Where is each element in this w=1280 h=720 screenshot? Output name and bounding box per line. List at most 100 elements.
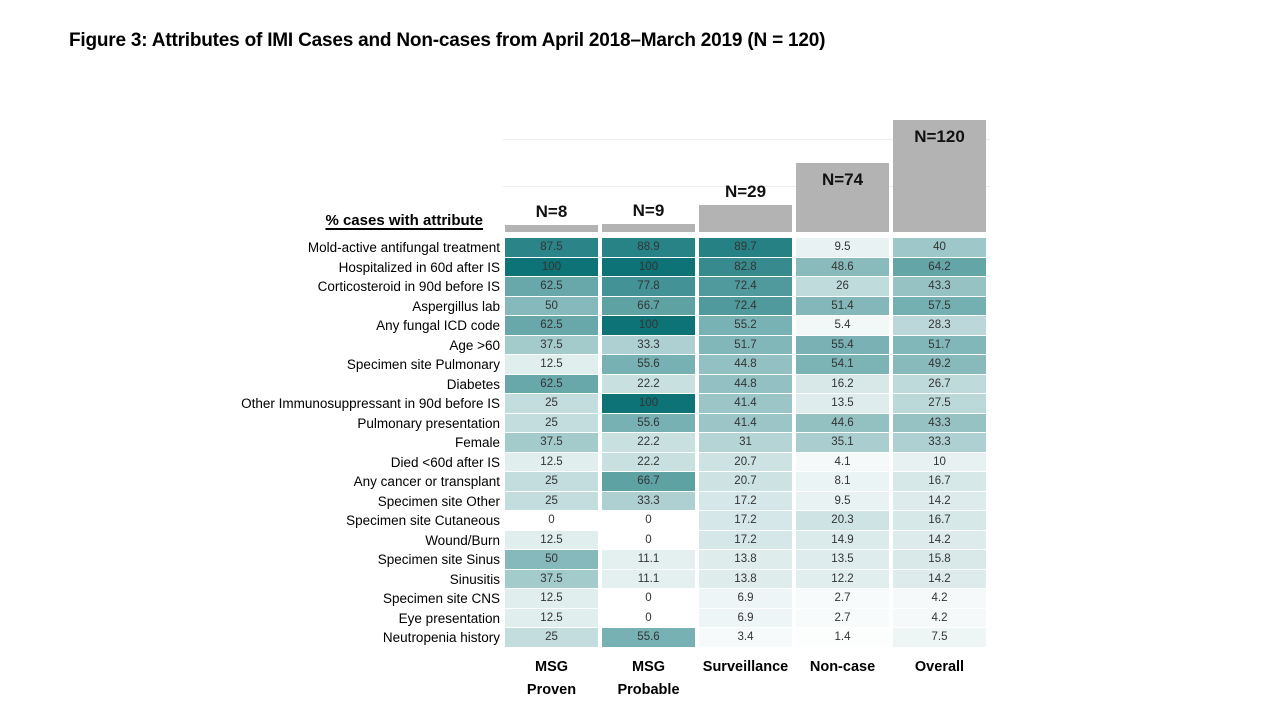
row-label: Died <60d after IS <box>390 454 500 470</box>
row-label: Female <box>454 435 500 450</box>
heatmap-cell: 17.2 <box>699 530 792 549</box>
heatmap-cell: 66.7 <box>602 296 695 315</box>
row-label: Specimen site Other <box>377 493 500 509</box>
row-label: Neutropenia history <box>382 630 500 645</box>
heatmap-cell: 12.5 <box>505 608 598 627</box>
heatmap-cell: 66.7 <box>602 472 695 491</box>
heatmap-cell: 51.4 <box>796 296 889 315</box>
heatmap-cell: 25 <box>505 472 598 491</box>
row-axis-header: % cases with attribute <box>325 212 483 229</box>
footer-label-line: Proven <box>526 682 577 698</box>
heatmap-cell: 33.3 <box>602 491 695 510</box>
heatmap-cell: 16.2 <box>796 374 889 393</box>
heatmap-cell: 44.6 <box>796 413 889 432</box>
heatmap-cell: 13.8 <box>699 569 792 588</box>
column-n-label: N=9 <box>632 200 665 220</box>
grid-line <box>503 185 990 187</box>
heatmap-cell: 0 <box>602 530 695 549</box>
heatmap-cell: 26 <box>796 277 889 296</box>
heatmap-cell: 33.3 <box>893 433 986 452</box>
heatmap-cell: 13.5 <box>796 550 889 569</box>
heatmap-cell: 62.5 <box>505 316 598 335</box>
heatmap-cell: 14.2 <box>893 569 986 588</box>
row-label: Eye presentation <box>398 610 500 626</box>
heatmap-cell: 57.5 <box>893 296 986 315</box>
heatmap-cell: 50 <box>505 550 598 569</box>
heatmap-cell: 43.3 <box>893 277 986 296</box>
heatmap-cell: 4.2 <box>893 608 986 627</box>
footer-label-line: MSG <box>534 659 569 675</box>
column-size-bar <box>893 120 986 232</box>
heatmap-cell: 55.2 <box>699 316 792 335</box>
row-label: Specimen site Sinus <box>377 552 500 567</box>
row-label: Mold-active antifungal treatment <box>307 240 500 255</box>
heatmap-cell: 35.1 <box>796 433 889 452</box>
heatmap-cell: 89.7 <box>699 238 792 257</box>
heatmap-cell: 62.5 <box>505 277 598 296</box>
heatmap-cell: 55.6 <box>602 628 695 647</box>
heatmap-cell: 43.3 <box>893 413 986 432</box>
heatmap-cell: 2.7 <box>796 589 889 608</box>
heatmap-cell: 25 <box>505 628 598 647</box>
heatmap-cell: 22.2 <box>602 452 695 471</box>
heatmap-cell: 20.7 <box>699 452 792 471</box>
heatmap-cell: 1.4 <box>796 628 889 647</box>
heatmap-cell: 41.4 <box>699 413 792 432</box>
heatmap-cell: 11.1 <box>602 550 695 569</box>
heatmap-cell: 4.2 <box>893 589 986 608</box>
heatmap-cell: 0 <box>602 511 695 530</box>
row-label: Aspergillus lab <box>412 298 500 314</box>
heatmap-cell: 55.4 <box>796 335 889 354</box>
column-n-label: N=74 <box>821 170 864 190</box>
heatmap-cell: 87.5 <box>505 238 598 257</box>
figure-title: Figure 3: Attributes of IMI Cases and No… <box>69 30 826 51</box>
heatmap-cell: 25 <box>505 394 598 413</box>
heatmap-cell: 2.7 <box>796 608 889 627</box>
row-label: Any cancer or transplant <box>353 474 500 489</box>
column-footer-label: Overall <box>877 656 1002 679</box>
heatmap-cell: 55.6 <box>602 355 695 374</box>
row-label: Corticosteroid in 90d before IS <box>317 279 500 294</box>
heatmap-cell: 28.3 <box>893 316 986 335</box>
column-n-label: N=120 <box>914 127 965 147</box>
heatmap-cell: 22.2 <box>602 433 695 452</box>
heatmap-cell: 72.4 <box>699 296 792 315</box>
heatmap-cell: 14.2 <box>893 530 986 549</box>
heatmap-cell: 49.2 <box>893 355 986 374</box>
footer-label-line: Surveillance <box>702 659 789 675</box>
heatmap-cell: 20.7 <box>699 472 792 491</box>
row-label: Hospitalized in 60d after IS <box>338 259 500 275</box>
heatmap-cell: 37.5 <box>505 569 598 588</box>
heatmap-cell: 51.7 <box>699 335 792 354</box>
heatmap-cell: 100 <box>602 394 695 413</box>
heatmap-cell: 4.1 <box>796 452 889 471</box>
heatmap-cell: 44.8 <box>699 355 792 374</box>
footer-label-line: Overall <box>914 659 965 675</box>
column-size-bar <box>699 205 792 232</box>
heatmap-cell: 3.4 <box>699 628 792 647</box>
heatmap-cell: 8.1 <box>796 472 889 491</box>
heatmap-cell: 22.2 <box>602 374 695 393</box>
row-label: Wound/Burn <box>425 532 500 548</box>
column-size-bar <box>796 163 889 232</box>
heatmap-cell: 0 <box>505 511 598 530</box>
heatmap-cell: 15.8 <box>893 550 986 569</box>
column-n-label: N=8 <box>535 201 568 221</box>
heatmap-cell: 62.5 <box>505 374 598 393</box>
heatmap-cell: 9.5 <box>796 238 889 257</box>
heatmap-cell: 50 <box>505 296 598 315</box>
column-size-bar <box>602 223 695 232</box>
heatmap-cell: 11.1 <box>602 569 695 588</box>
heatmap-cell: 17.2 <box>699 511 792 530</box>
heatmap-cell: 88.9 <box>602 238 695 257</box>
heatmap-cell: 0 <box>602 589 695 608</box>
heatmap-cell: 5.4 <box>796 316 889 335</box>
row-label: Specimen site Cutaneous <box>346 513 500 528</box>
grid-line <box>503 139 990 140</box>
heatmap-cell: 37.5 <box>505 335 598 354</box>
heatmap-cell: 37.5 <box>505 433 598 452</box>
column-footer-label: MSG Probable <box>586 656 711 702</box>
heatmap-cell: 17.2 <box>699 491 792 510</box>
heatmap-cell: 14.9 <box>796 530 889 549</box>
